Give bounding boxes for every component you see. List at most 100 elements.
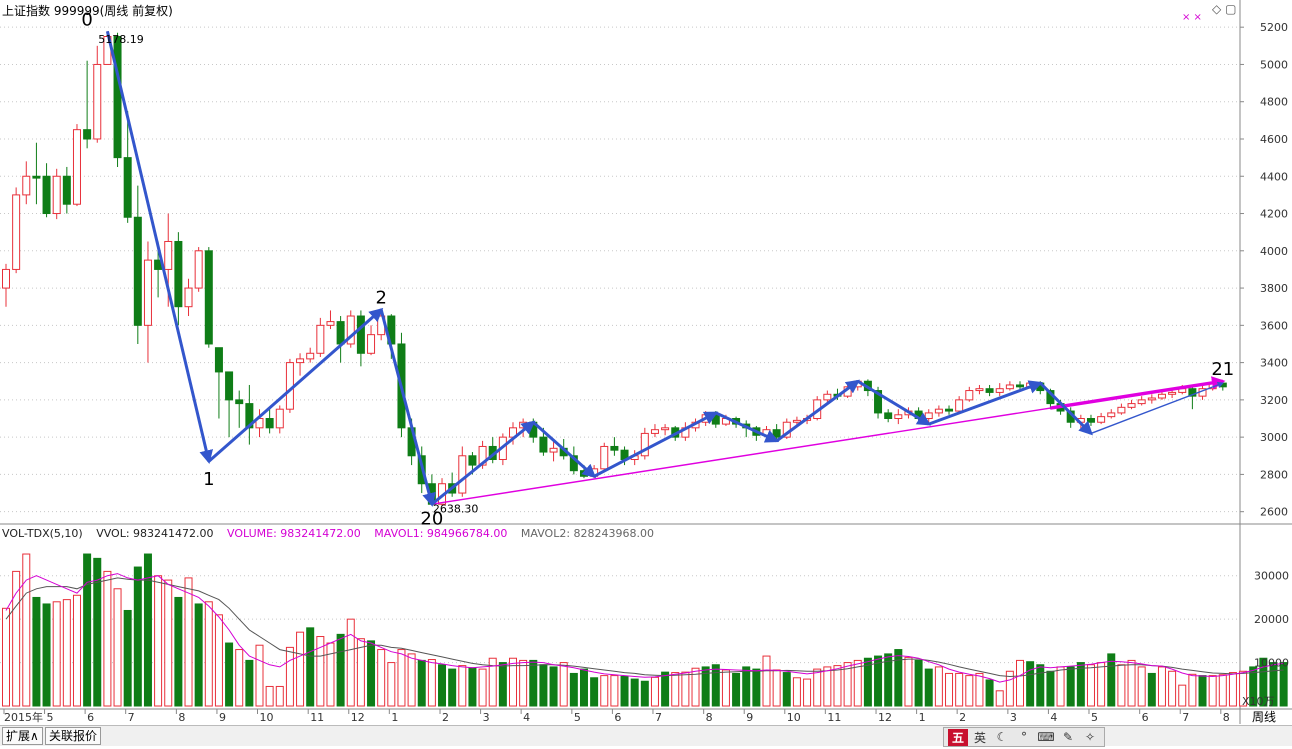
volume-bar: [529, 659, 538, 707]
volume-bar: [590, 677, 599, 707]
wave-arrow: [715, 411, 780, 443]
time-tick-label: 12: [878, 711, 892, 724]
price-tick-label: 3000: [1260, 431, 1288, 444]
candle-body: [1147, 397, 1156, 401]
volume-bar: [316, 636, 325, 707]
volume-bar: [1026, 661, 1035, 707]
time-tick-label: 9: [746, 711, 753, 724]
ime-toolbar[interactable]: 五 英 ☾ ° ⌨ ✎ ✧: [943, 727, 1105, 747]
time-tick-label: 8: [178, 711, 185, 724]
volume-bar: [701, 666, 710, 707]
mavol2-line: [5, 577, 1284, 678]
ime-wubi-icon[interactable]: 五: [948, 728, 968, 746]
wave-arrow: [379, 309, 436, 507]
volume-bar: [1086, 664, 1095, 707]
candle-body: [640, 432, 649, 457]
volume-bar: [204, 601, 213, 707]
volume-bar: [93, 557, 102, 707]
candle-body: [143, 259, 152, 326]
candle-body: [356, 315, 365, 354]
candle-body: [296, 358, 305, 364]
time-tick-label: 2: [442, 711, 449, 724]
volume-bar: [174, 596, 183, 707]
volume-bar: [1127, 659, 1136, 707]
window-controls[interactable]: ◇ ▢: [1212, 2, 1236, 16]
volume-bar: [417, 659, 426, 707]
time-tick-label: 3: [1010, 711, 1017, 724]
candle-body: [884, 412, 893, 420]
volume-bar: [1279, 662, 1288, 707]
volume-bar: [184, 577, 193, 707]
close-marks[interactable]: × ×: [1182, 12, 1202, 23]
volume-bar: [32, 596, 41, 707]
keyboard-icon[interactable]: ⌨: [1037, 730, 1055, 744]
candle-body: [164, 240, 173, 270]
volume-bar: [1228, 672, 1237, 707]
candle-body: [93, 63, 102, 140]
volume-bar: [1005, 670, 1014, 707]
wave-arrow: [207, 307, 384, 463]
volume-bar: [1107, 653, 1116, 707]
price-grid: [0, 26, 1240, 513]
time-tick-label: 7: [1182, 711, 1189, 724]
candle-body: [792, 419, 801, 423]
volume-bar: [803, 678, 812, 707]
extreme-value-label: 5178.19: [98, 33, 144, 46]
volume-bar: [732, 672, 741, 707]
candle-body: [549, 447, 558, 453]
volume-bar: [600, 675, 609, 707]
trend-line: [431, 376, 1226, 505]
candle-body: [62, 175, 71, 205]
price-tick-label: 5000: [1260, 58, 1288, 71]
time-tick-label: 3: [483, 711, 490, 724]
volume-bar: [225, 642, 234, 707]
volume-bar: [509, 657, 517, 707]
candle-body: [650, 429, 659, 434]
volume-bar: [1117, 664, 1126, 707]
ime-english-toggle[interactable]: 英: [973, 730, 986, 745]
volume-bar: [782, 672, 791, 707]
punctuation-icon[interactable]: °: [1021, 730, 1027, 744]
wave-arrow: [928, 380, 1043, 426]
price-tick-label: 3800: [1260, 282, 1288, 295]
candle-body: [113, 35, 122, 159]
indicator-name[interactable]: VOL-TDX(5,10): [2, 527, 83, 540]
volume-ma-lines: [5, 573, 1284, 683]
volume-bar: [894, 649, 903, 707]
volume-bar: [143, 553, 152, 707]
volume-bar: [610, 675, 619, 707]
volume-bar: [336, 633, 345, 707]
time-tick-label: 11: [827, 711, 841, 724]
volume-bar: [1036, 664, 1045, 707]
restore-icon[interactable]: ▢: [1225, 2, 1237, 16]
expand-tab[interactable]: 扩展∧: [2, 727, 43, 745]
volume-bar: [650, 676, 659, 707]
candle-body: [458, 455, 467, 494]
time-tick-label: 1: [919, 711, 926, 724]
volume-bar: [1249, 666, 1258, 707]
candle-body: [367, 334, 376, 354]
candle-body: [265, 418, 274, 429]
volume-bar: [934, 666, 943, 707]
pen-icon[interactable]: ✎: [1062, 730, 1074, 744]
volume-bar: [965, 675, 974, 707]
candle-body: [1107, 412, 1116, 418]
candle-body: [326, 321, 335, 326]
volume-bar: [367, 640, 376, 707]
volume-bar: [214, 614, 223, 707]
volume-bar: [823, 666, 832, 707]
candle-body: [1086, 418, 1095, 423]
wave-label-2: 2: [375, 288, 386, 309]
related-quotes-tab[interactable]: 关联报价: [45, 727, 102, 745]
trend-line-arrow: [1050, 376, 1226, 410]
pin-icon[interactable]: ◇: [1212, 2, 1222, 16]
candle-body: [934, 408, 943, 414]
moon-icon[interactable]: ☾: [996, 730, 1008, 744]
wrench-icon[interactable]: ✧: [1084, 730, 1096, 744]
candle-body: [336, 321, 345, 345]
volume-bar: [833, 665, 842, 707]
wave-arrow: [1039, 382, 1093, 436]
volume-bar: [1046, 670, 1055, 707]
candle-body: [468, 455, 477, 466]
